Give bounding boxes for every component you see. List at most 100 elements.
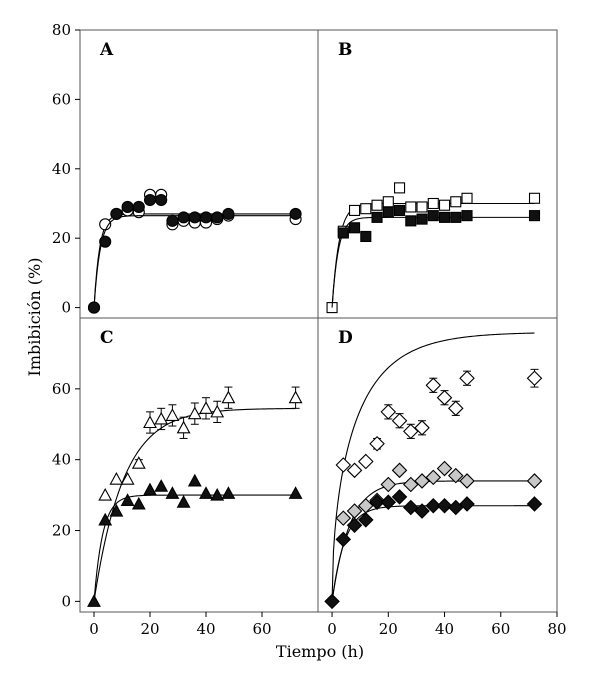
data-point [87,301,101,314]
data-point [405,201,417,213]
data-point [121,200,134,214]
data-point [427,210,439,222]
y-tick-label: 40 [52,451,71,469]
data-point [360,203,372,215]
y-tick-label: 60 [52,380,71,398]
series-square-open [326,182,541,314]
data-point [324,593,340,610]
data-point [154,479,169,492]
data-point [165,486,180,499]
data-point [403,423,419,440]
fit-curve [331,332,535,602]
data-point [369,435,385,452]
y-tick-label: 80 [52,21,71,39]
x-axis-label: Tiempo (h) [276,642,364,661]
data-point [425,469,442,486]
data-point [414,503,430,519]
data-point [447,400,464,417]
series-diamond-open [331,332,543,602]
data-point [222,207,235,220]
series-triangle-open [93,386,303,602]
data-point [528,192,541,204]
panel-frame [317,317,558,613]
data-point [371,211,383,223]
data-point [438,199,451,211]
panel-frame [317,29,558,319]
data-point [131,496,146,510]
series-triangle-filled [87,473,303,607]
data-point [98,512,113,526]
data-point [403,476,419,493]
fit-curve [331,216,535,308]
data-point [155,193,168,207]
data-point [459,496,475,512]
data-point [461,210,473,222]
data-point [109,472,124,485]
series-circle-open [87,188,302,314]
data-point [450,196,462,208]
panel-c: C 0 20 40 60 0 20 40 60 [52,317,319,638]
data-point [335,510,352,526]
data-point [425,497,442,514]
x-tick-label: 20 [379,620,398,638]
series-circle-filled [87,193,302,314]
data-point [132,200,145,214]
x-tick-label: 80 [547,620,566,638]
data-point [131,456,146,469]
data-point [210,487,225,501]
data-point [425,377,442,394]
data-point [526,473,543,489]
data-point [349,222,361,234]
data-point [109,503,124,517]
data-point [199,211,213,224]
x-tick-label: 40 [196,620,215,638]
panel-label: D [338,328,353,348]
data-point [335,531,352,548]
data-point [459,473,475,489]
data-point [526,370,543,386]
data-point [382,206,394,218]
data-point [436,389,453,406]
fit-curve [93,494,296,602]
data-point [447,467,464,484]
data-point [87,594,101,607]
data-point [528,210,541,222]
data-point [165,408,180,421]
data-point [143,193,157,207]
data-point [166,214,179,227]
panel-d: D 0 20 40 60 80 [317,317,567,638]
series-diamond-gray [331,460,543,602]
data-point [221,390,236,404]
data-point [447,499,464,516]
data-point [391,462,408,479]
data-point [188,211,201,224]
panel-frame [79,29,319,319]
y-tick-label: 60 [52,90,71,108]
data-point [288,486,303,499]
y-tick-label: 20 [52,522,71,540]
data-point [391,412,408,429]
y-tick-label: 0 [61,299,71,317]
x-tick-label: 0 [89,620,99,638]
y-tick-label: 20 [52,229,71,247]
panel-frame [79,317,319,613]
data-point [358,512,374,528]
series-square-filled [331,204,541,308]
y-axis-label: Imbibición (%) [25,258,44,377]
data-point [459,370,475,386]
y-tick-label: 40 [52,160,71,178]
fit-curve [93,215,296,308]
data-point [346,517,363,533]
data-point [154,411,169,425]
data-point [346,462,363,479]
data-point [176,495,191,508]
data-point [177,211,190,224]
data-point [187,473,202,487]
x-tick-label: 20 [140,620,159,638]
data-point [199,486,213,499]
data-point [393,182,406,194]
data-point [461,192,473,204]
data-point [436,497,453,514]
data-point [403,499,419,516]
